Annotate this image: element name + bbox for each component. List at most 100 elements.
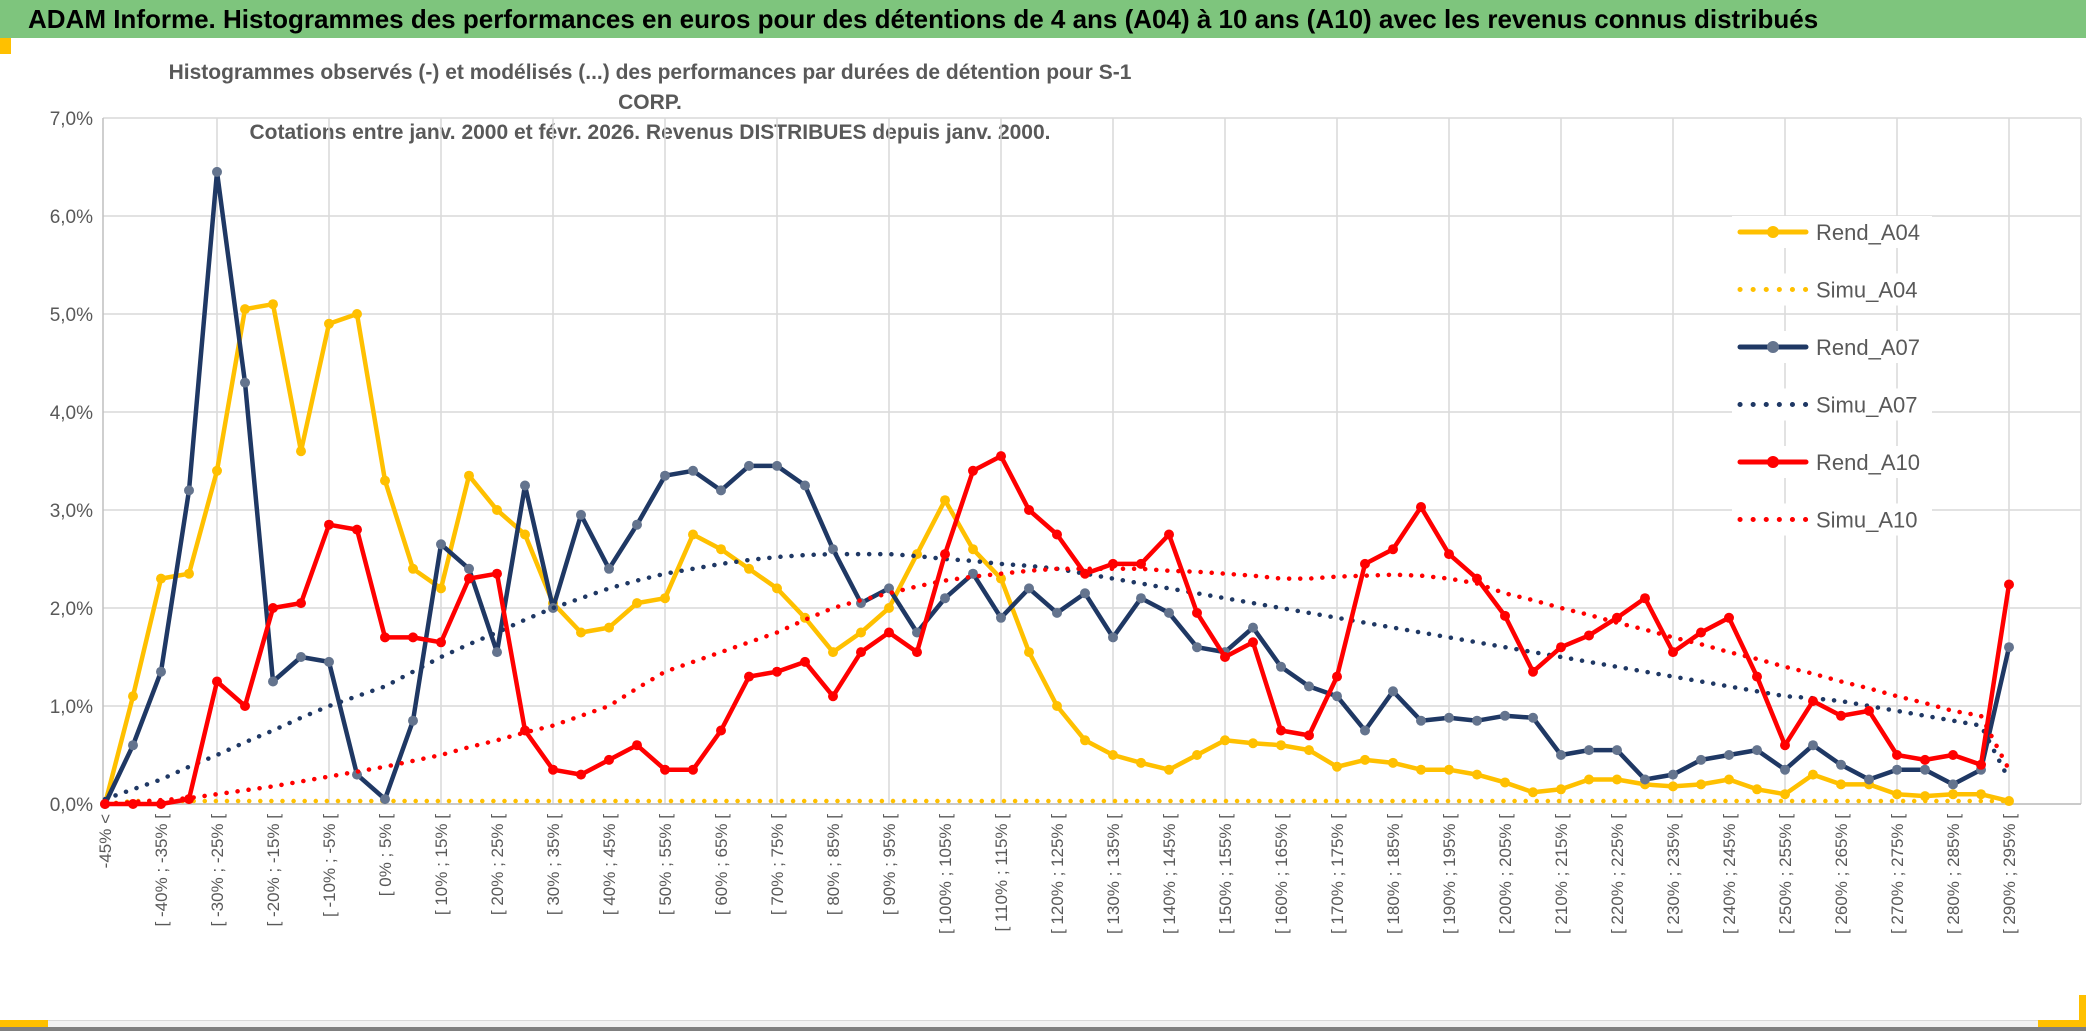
- marker-Rend_A07: [1892, 764, 1902, 775]
- x-tick-label: [ 270% ; 275% [: [1888, 814, 1907, 934]
- marker-Rend_A07: [1360, 725, 1370, 736]
- x-tick-label: [ 180% ; 185% [: [1384, 814, 1403, 934]
- marker-Rend_A10: [884, 627, 894, 638]
- bottom-scroll-bar[interactable]: [0, 1020, 2086, 1028]
- legend-label: Rend_A04: [1816, 220, 1920, 245]
- marker-Rend_A04: [716, 544, 726, 555]
- legend-item-Simu_A04[interactable]: Simu_A04: [1732, 273, 1932, 306]
- marker-Rend_A04: [1164, 764, 1174, 775]
- marker-Rend_A10: [632, 740, 642, 751]
- marker-Rend_A04: [436, 583, 446, 594]
- marker-Rend_A07: [1472, 715, 1482, 726]
- x-tick-label: [ -30% ; -25% [: [208, 814, 227, 927]
- marker-Rend_A10: [408, 632, 418, 643]
- marker-Rend_A10: [996, 451, 1006, 462]
- marker-Rend_A10: [156, 799, 166, 809]
- marker-Rend_A10: [2004, 579, 2014, 590]
- marker-Rend_A10: [212, 676, 222, 687]
- marker-Rend_A07: [1248, 622, 1258, 633]
- marker-Rend_A10: [492, 568, 502, 579]
- marker-Rend_A10: [1836, 710, 1846, 721]
- series-Simu_A04[interactable]: [102, 798, 2012, 807]
- legend-item-Rend_A10[interactable]: Rend_A10: [1732, 446, 1932, 478]
- legend-item-Simu_A10[interactable]: Simu_A10: [1732, 503, 1932, 536]
- marker-Rend_A07: [1724, 750, 1734, 760]
- marker-Rend_A10: [1136, 558, 1146, 569]
- marker-Rend_A07: [380, 794, 390, 805]
- marker-Rend_A07: [1444, 712, 1454, 723]
- marker-Rend_A07: [1276, 661, 1286, 672]
- marker-Rend_A10: [1192, 607, 1202, 618]
- marker-Rend_A04: [1808, 769, 1818, 780]
- marker-Rend_A04: [1192, 750, 1202, 760]
- marker-Rend_A04: [1556, 784, 1566, 795]
- marker-Rend_A10: [1472, 573, 1482, 584]
- legend-label: Simu_A04: [1816, 278, 1918, 303]
- marker-Rend_A07: [1948, 779, 1958, 790]
- y-tick-label: 3,0%: [50, 501, 93, 522]
- marker-Rend_A10: [1500, 610, 1510, 621]
- marker-Rend_A04: [1080, 735, 1090, 746]
- x-tick-label: [ 210% ; 215% [: [1552, 814, 1571, 934]
- x-tick-label: [ 130% ; 135% [: [1104, 814, 1123, 934]
- marker-Rend_A04: [1584, 774, 1594, 785]
- x-tick-label: [ 190% ; 195% [: [1440, 814, 1459, 934]
- marker-Rend_A07: [464, 563, 474, 574]
- marker-Rend_A07: [1192, 642, 1202, 653]
- legend-item-Rend_A04[interactable]: Rend_A04: [1732, 216, 1932, 248]
- marker-Rend_A07: [1752, 745, 1762, 756]
- marker-Rend_A10: [464, 573, 474, 584]
- marker-Rend_A04: [184, 568, 194, 579]
- marker-Rend_A07: [492, 647, 502, 658]
- marker-Rend_A07: [1556, 750, 1566, 760]
- marker-Rend_A07: [1836, 759, 1846, 770]
- x-tick-label: [ 250% ; 255% [: [1776, 814, 1795, 934]
- marker-Rend_A10: [968, 465, 978, 476]
- series-Simu_A10[interactable]: [102, 566, 2012, 807]
- legend-item-Rend_A07[interactable]: Rend_A07: [1732, 331, 1932, 363]
- marker-Rend_A10: [1388, 544, 1398, 555]
- marker-Rend_A10: [296, 598, 306, 609]
- marker-Rend_A10: [1584, 630, 1594, 641]
- marker-Rend_A04: [380, 475, 390, 486]
- legend-marker: [1767, 226, 1779, 238]
- marker-Rend_A10: [1164, 529, 1174, 540]
- series-Simu_A07[interactable]: [102, 551, 2012, 802]
- marker-Rend_A07: [324, 656, 334, 667]
- marker-Rend_A07: [688, 465, 698, 476]
- marker-Rend_A04: [492, 505, 502, 515]
- x-tick-label: -45% <: [96, 814, 115, 868]
- marker-Rend_A07: [156, 666, 166, 677]
- marker-Rend_A04: [1668, 781, 1678, 792]
- marker-Rend_A07: [1332, 691, 1342, 702]
- x-tick-label: [ 70% ; 75% [: [768, 814, 787, 915]
- marker-Rend_A10: [1808, 696, 1818, 707]
- marker-Rend_A07: [1696, 754, 1706, 765]
- marker-Rend_A07: [1528, 712, 1538, 723]
- marker-Rend_A10: [1528, 666, 1538, 677]
- marker-Rend_A04: [772, 583, 782, 594]
- marker-Rend_A07: [1864, 774, 1874, 785]
- marker-Rend_A04: [1052, 701, 1062, 711]
- marker-Rend_A04: [968, 544, 978, 555]
- chart-title-block[interactable]: Histogrammes observés (-) et modélisés (…: [150, 58, 1150, 148]
- marker-Rend_A07: [968, 568, 978, 579]
- marker-Rend_A10: [380, 632, 390, 643]
- series-Rend_A04[interactable]: [102, 301, 2012, 807]
- marker-Rend_A04: [520, 529, 530, 540]
- marker-Rend_A10: [1892, 750, 1902, 760]
- marker-Rend_A07: [128, 740, 138, 751]
- marker-Rend_A10: [688, 764, 698, 775]
- chart-title-line1: Histogrammes observés (-) et modélisés (…: [168, 61, 1132, 114]
- marker-Rend_A04: [604, 622, 614, 633]
- marker-Rend_A10: [1080, 568, 1090, 579]
- x-tick-label: [ 10% ; 15% [: [432, 814, 451, 915]
- legend-item-Simu_A07[interactable]: Simu_A07: [1732, 388, 1932, 421]
- marker-Rend_A04: [1276, 740, 1286, 751]
- marker-Rend_A10: [1024, 505, 1034, 515]
- series-Rend_A10[interactable]: [102, 453, 2012, 807]
- marker-Rend_A10: [1920, 754, 1930, 765]
- marker-Rend_A04: [1892, 789, 1902, 800]
